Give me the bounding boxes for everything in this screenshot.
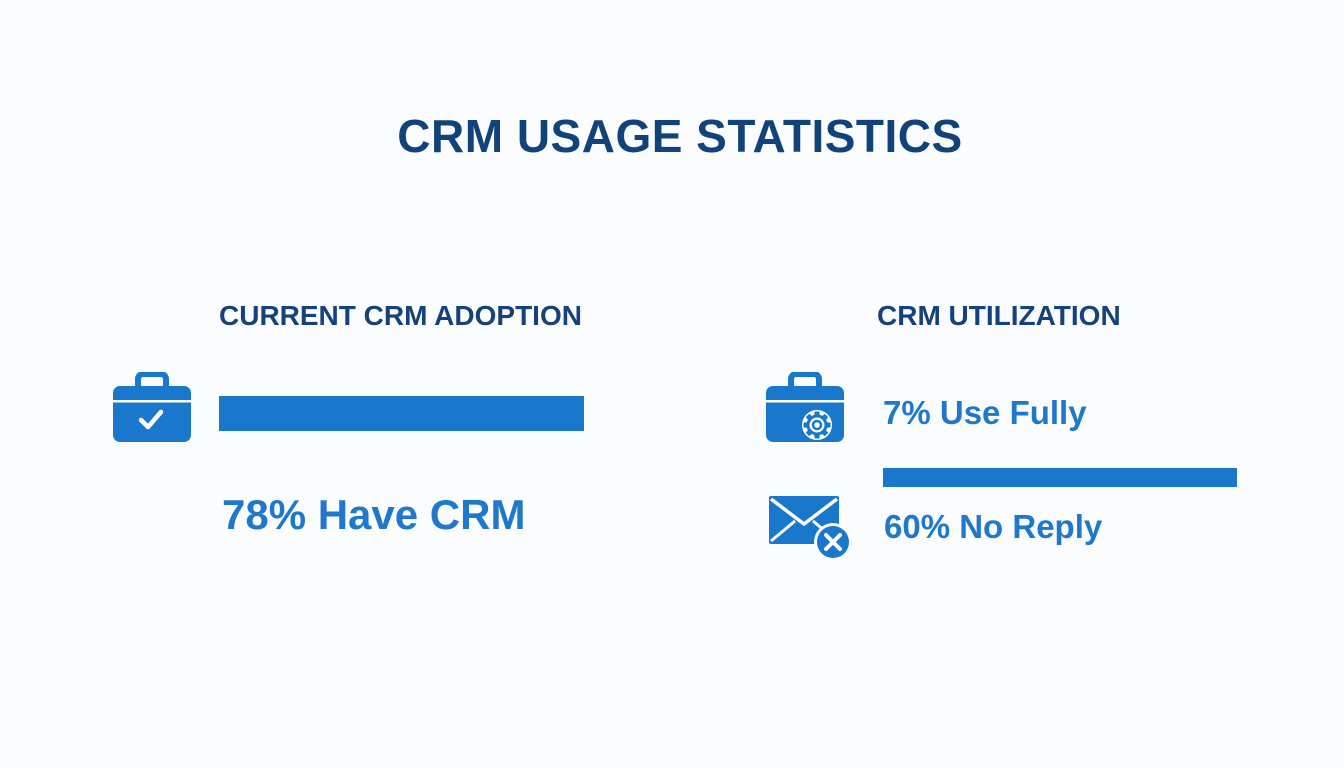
page-title: CRM USAGE STATISTICS (397, 110, 963, 162)
utilization-bar (883, 468, 1237, 487)
utilization-heading: CRM UTILIZATION (877, 300, 1121, 331)
no-reply-stat: 60% No Reply (884, 508, 1103, 545)
adoption-bar (219, 396, 584, 431)
adoption-stat: 78% Have CRM (222, 491, 526, 538)
use-fully-stat: 7% Use Fully (883, 394, 1087, 431)
briefcase-check-icon (112, 372, 192, 444)
briefcase-gear-icon (765, 372, 845, 444)
envelope-x-icon (768, 494, 854, 560)
adoption-heading: CURRENT CRM ADOPTION (219, 300, 582, 331)
